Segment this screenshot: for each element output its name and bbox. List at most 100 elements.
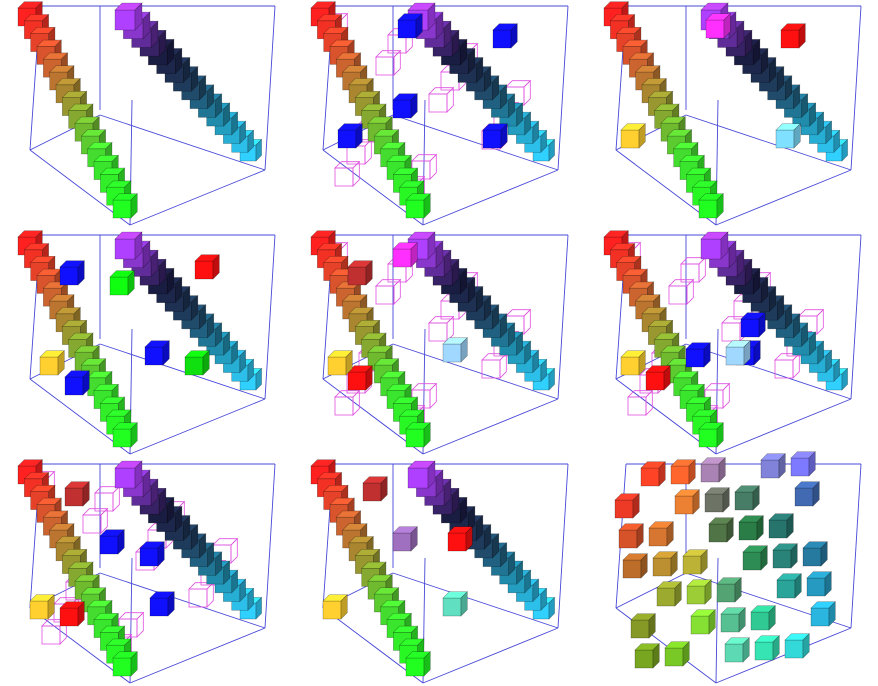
cube-face bbox=[323, 601, 341, 619]
cube-face bbox=[635, 650, 653, 668]
cube-face bbox=[406, 200, 424, 218]
cube-face bbox=[686, 349, 704, 367]
box-edge bbox=[423, 399, 558, 454]
wire-cube bbox=[376, 286, 394, 304]
wire-cube bbox=[376, 57, 394, 75]
cube-face bbox=[776, 130, 794, 148]
box-edge bbox=[265, 6, 275, 170]
cube-face bbox=[701, 464, 719, 482]
cube-face bbox=[30, 601, 48, 619]
wire-cube bbox=[113, 487, 119, 511]
cube-face bbox=[448, 533, 466, 551]
box-edge bbox=[558, 6, 568, 170]
box-edge bbox=[130, 399, 265, 454]
cube-face bbox=[755, 642, 773, 660]
cube-face bbox=[675, 496, 693, 514]
box-edge bbox=[851, 6, 861, 170]
wire-cube bbox=[500, 354, 506, 378]
wire-cube bbox=[699, 258, 705, 282]
cube-face bbox=[393, 100, 411, 118]
cube-face bbox=[691, 616, 709, 634]
wire-cube bbox=[817, 310, 823, 334]
cube-face bbox=[653, 558, 671, 576]
cube-face bbox=[348, 372, 366, 390]
box-edge bbox=[265, 464, 275, 628]
box-edge bbox=[716, 399, 851, 454]
box-edge bbox=[851, 464, 861, 628]
cube-face bbox=[65, 377, 83, 395]
cube-face bbox=[328, 357, 346, 375]
panel bbox=[311, 2, 568, 225]
cube-face bbox=[726, 347, 744, 365]
box-edge bbox=[851, 235, 861, 399]
wire-cube bbox=[447, 317, 453, 341]
cube-face bbox=[615, 500, 633, 518]
cube-face bbox=[811, 608, 829, 626]
cube-face bbox=[785, 640, 803, 658]
cube-face bbox=[699, 200, 717, 218]
wire-cube bbox=[83, 515, 101, 533]
cube-face bbox=[701, 239, 721, 259]
wire-cube bbox=[137, 613, 143, 637]
box-edge bbox=[716, 558, 718, 683]
cube-face bbox=[443, 598, 461, 616]
cube-face bbox=[709, 524, 727, 542]
wire-cube bbox=[353, 391, 359, 415]
cube-face bbox=[721, 614, 739, 632]
wire-cube bbox=[95, 493, 113, 511]
panel bbox=[311, 460, 568, 683]
wire-cube bbox=[669, 286, 687, 304]
cube-face bbox=[791, 458, 809, 476]
cube-face bbox=[195, 261, 213, 279]
panel bbox=[18, 460, 275, 683]
cube-face bbox=[735, 492, 753, 510]
cube-face bbox=[398, 20, 416, 38]
wire-cube bbox=[101, 509, 107, 533]
wire-cube bbox=[231, 539, 237, 563]
cube-face bbox=[406, 658, 424, 676]
wire-cube bbox=[394, 280, 400, 304]
wire-cube bbox=[793, 354, 799, 378]
cube-face bbox=[150, 598, 168, 616]
cube-face bbox=[115, 10, 135, 30]
wire-cube bbox=[189, 589, 207, 607]
cube-face bbox=[110, 277, 128, 295]
cube-face bbox=[348, 267, 366, 285]
cube-face bbox=[140, 548, 158, 566]
wire-cube bbox=[429, 94, 447, 112]
wire-cube bbox=[353, 162, 359, 186]
wire-cube bbox=[441, 301, 459, 319]
cube-face bbox=[761, 460, 779, 478]
cube-face bbox=[671, 466, 689, 484]
cube-face bbox=[113, 658, 131, 676]
panel bbox=[604, 2, 861, 225]
box-edge bbox=[130, 628, 265, 683]
wire-cube bbox=[775, 360, 793, 378]
cube-face bbox=[619, 530, 637, 548]
cube-face bbox=[338, 130, 356, 148]
cube-face bbox=[393, 249, 411, 267]
wire-cube bbox=[429, 323, 447, 341]
cube-face bbox=[60, 267, 78, 285]
cube-face bbox=[699, 429, 717, 447]
wire-cube bbox=[646, 391, 652, 415]
box-edge bbox=[558, 464, 568, 628]
box-edge bbox=[423, 628, 558, 683]
wire-cube bbox=[687, 280, 693, 304]
cube-face bbox=[807, 578, 825, 596]
panel bbox=[18, 231, 275, 454]
cube-face bbox=[483, 130, 501, 148]
cube-face bbox=[113, 429, 131, 447]
cube-face bbox=[649, 528, 667, 546]
cube-face bbox=[781, 30, 799, 48]
cube-face bbox=[717, 584, 735, 602]
box-edge bbox=[716, 170, 851, 225]
cube-face bbox=[493, 30, 511, 48]
wire-cube bbox=[722, 323, 740, 341]
cube-face bbox=[777, 580, 795, 598]
box-edge bbox=[558, 235, 568, 399]
cube-face bbox=[741, 319, 759, 337]
cube-face bbox=[646, 372, 664, 390]
cube-face bbox=[115, 239, 135, 259]
cube-face bbox=[113, 200, 131, 218]
